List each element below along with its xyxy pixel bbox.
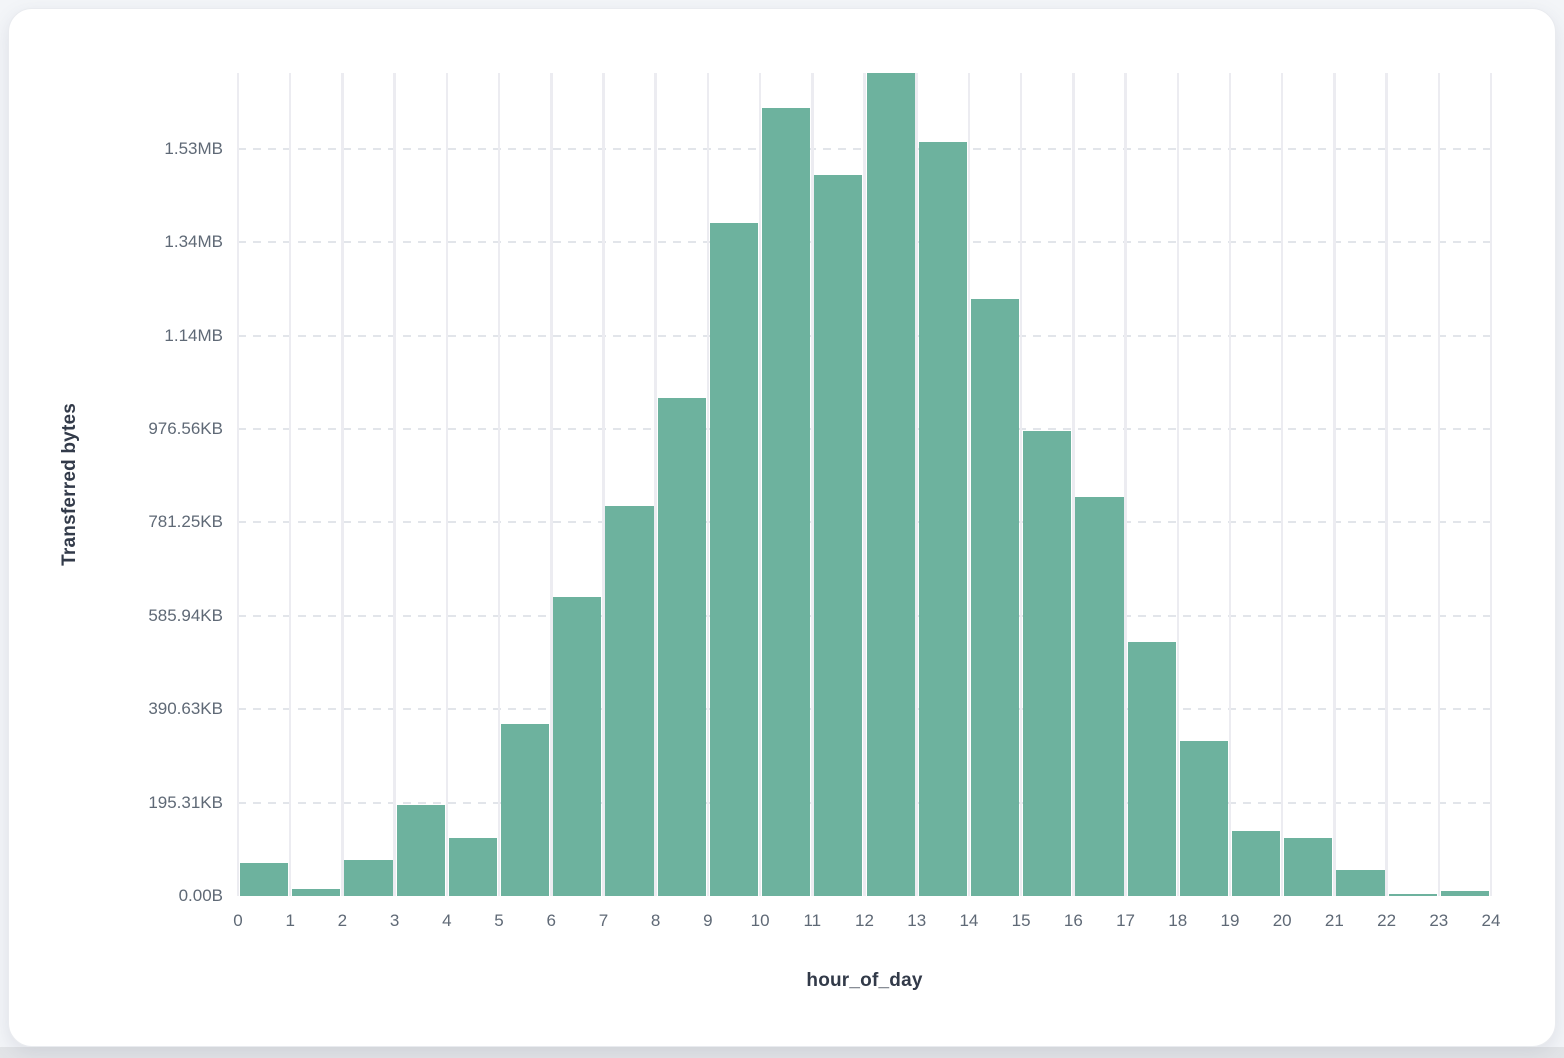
x-tick-label: 21 [1324, 911, 1344, 930]
vertical-gridline [1176, 73, 1179, 896]
x-tick-label: 19 [1220, 911, 1240, 930]
y-tick-label: 195.31KB [148, 792, 223, 812]
x-tick-label: 23 [1429, 911, 1449, 930]
vertical-gridline [915, 73, 918, 896]
bar-hour-9[interactable] [709, 223, 759, 896]
x-tick-label: 22 [1377, 911, 1397, 930]
bar-hour-5[interactable] [501, 724, 550, 896]
bar-hour-21[interactable] [1336, 869, 1385, 896]
x-tick-label: 8 [650, 911, 661, 930]
x-tick-label: 9 [703, 911, 713, 930]
bar-hour-18[interactable] [1179, 740, 1228, 896]
vertical-gridline [706, 73, 710, 896]
bar-hour-8[interactable] [657, 397, 706, 896]
x-tick-label: 17 [1116, 911, 1135, 930]
x-tick-label: 15 [1011, 911, 1031, 930]
bar-hour-7[interactable] [605, 505, 654, 896]
vertical-gridline [654, 73, 657, 896]
bar-hour-2[interactable] [344, 859, 393, 896]
bar-hour-13[interactable] [918, 141, 967, 896]
y-tick-label: 1.53MB [164, 138, 223, 158]
vertical-gridline [758, 73, 762, 896]
vertical-gridline [1489, 73, 1493, 896]
x-tick-label: 1 [285, 911, 295, 930]
vertical-gridline [236, 73, 240, 896]
x-tick-label: 11 [803, 911, 822, 930]
vertical-gridline [497, 73, 501, 896]
y-tick-label: 1.14MB [164, 325, 223, 345]
x-tick-label: 10 [750, 911, 770, 930]
chart-card: Transferred bytes 0.00B 195.31KB 390.63KB 5… [8, 8, 1556, 1047]
vertical-gridline [1124, 73, 1127, 896]
vertical-gridline [967, 73, 971, 896]
bar-hour-15[interactable] [1023, 430, 1072, 896]
y-tick-label: 1.34MB [164, 232, 223, 252]
vertical-gridline [341, 73, 344, 896]
x-tick-label: 24 [1481, 911, 1501, 930]
vertical-gridline [1280, 73, 1284, 896]
vertical-gridline [811, 73, 814, 896]
x-tick-label: 12 [855, 911, 874, 930]
vertical-gridline [393, 73, 396, 896]
x-tick-label: 0 [233, 911, 243, 930]
vertical-gridline [1228, 73, 1232, 896]
vertical-gridline [288, 73, 292, 896]
vertical-gridline [1385, 73, 1388, 896]
bar-hour-14[interactable] [970, 298, 1020, 896]
vertical-gridline [1333, 73, 1336, 896]
x-tick-label: 20 [1272, 911, 1292, 930]
vertical-gridline [445, 73, 449, 896]
y-axis-tick-labels: 0.00B 195.31KB 390.63KB 585.94KB 781.25KB 976… [9, 73, 223, 905]
page-background-strip [0, 1047, 1564, 1058]
bar-hour-12[interactable] [866, 73, 915, 896]
bar-hour-20[interactable] [1284, 837, 1333, 896]
bar-hour-10[interactable] [762, 107, 811, 896]
x-tick-label: 5 [494, 911, 504, 930]
x-tick-label: 6 [546, 911, 556, 930]
vertical-gridline [602, 73, 605, 896]
x-axis-tick-labels: 0 1 2 3 4 5 6 7 8 9 10 11 12 13 14 15 16 17 18 19 20 21 22 23 24 [233, 908, 1500, 934]
y-tick-label: 390.63KB [148, 699, 223, 719]
bar-hour-4[interactable] [448, 837, 498, 896]
x-tick-label: 4 [442, 911, 452, 930]
bar-hour-19[interactable] [1231, 830, 1281, 896]
y-tick-label: 0.00B [178, 886, 223, 905]
y-tick-label: 976.56KB [148, 419, 223, 439]
vertical-gridline [1437, 73, 1441, 896]
plot-area [236, 73, 1493, 896]
vertical-gridline [550, 73, 553, 896]
x-tick-label: 13 [907, 911, 927, 930]
x-tick-label: 2 [337, 911, 348, 930]
x-tick-label: 14 [959, 911, 979, 930]
x-tick-label: 18 [1168, 911, 1188, 930]
bar-hour-17[interactable] [1127, 641, 1176, 896]
bar-hour-1[interactable] [292, 889, 341, 896]
bar-hour-11[interactable] [814, 175, 863, 896]
y-tick-label: 585.94KB [148, 605, 223, 625]
x-tick-label: 7 [598, 911, 609, 930]
vertical-gridline [863, 73, 866, 896]
bar-hour-6[interactable] [553, 596, 602, 896]
bar-hour-0[interactable] [240, 862, 289, 896]
vertical-gridline [1019, 73, 1023, 896]
bar-hour-16[interactable] [1075, 496, 1124, 896]
x-tick-label: 16 [1063, 911, 1083, 930]
bar-hour-22[interactable] [1388, 893, 1437, 896]
y-tick-label: 781.25KB [148, 512, 223, 532]
bar-hour-3[interactable] [396, 804, 445, 896]
x-tick-label: 3 [389, 911, 400, 930]
bar-hour-23[interactable] [1440, 890, 1489, 896]
x-axis-title: hour_of_day [806, 970, 923, 991]
vertical-gridline [1072, 73, 1075, 896]
